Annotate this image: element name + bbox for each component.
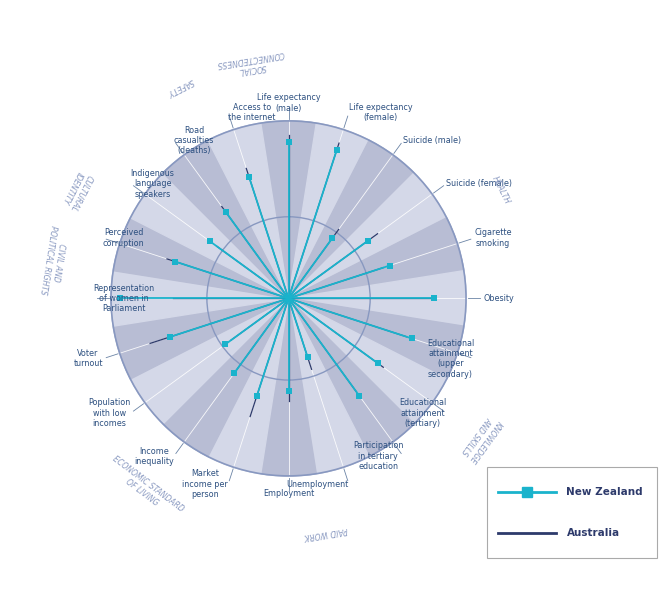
Wedge shape (163, 298, 289, 457)
Text: Suicide (male): Suicide (male) (403, 136, 462, 145)
Text: SOCIAL
CONNECTEDNESS: SOCIAL CONNECTEDNESS (216, 49, 287, 79)
Wedge shape (113, 218, 289, 298)
Text: Voter
turnout: Voter turnout (73, 349, 103, 368)
Text: Indigenous
language
speakers: Indigenous language speakers (131, 169, 174, 199)
Text: Employment: Employment (263, 489, 314, 498)
Text: Representation
of women in
Parliament: Representation of women in Parliament (93, 284, 154, 313)
Wedge shape (208, 298, 289, 474)
Wedge shape (289, 298, 464, 379)
Wedge shape (289, 298, 447, 424)
Wedge shape (289, 218, 464, 298)
Text: Access to
the internet: Access to the internet (228, 103, 276, 122)
Text: CIVIL AND
POLITICAL RIGHTS: CIVIL AND POLITICAL RIGHTS (38, 225, 68, 297)
Wedge shape (261, 121, 316, 298)
Text: Australia: Australia (566, 528, 619, 538)
Wedge shape (289, 123, 369, 298)
Text: Educational
attainment
(tertiary): Educational attainment (tertiary) (399, 398, 446, 428)
Wedge shape (113, 298, 289, 379)
Circle shape (111, 121, 466, 476)
Wedge shape (289, 173, 447, 298)
Wedge shape (289, 298, 414, 457)
Text: Income
inequality: Income inequality (134, 446, 174, 466)
FancyBboxPatch shape (486, 466, 657, 558)
Text: Cigarette
smoking: Cigarette smoking (474, 228, 512, 248)
Text: HEALTH: HEALTH (490, 175, 511, 206)
Text: Life expectancy
(male): Life expectancy (male) (257, 93, 320, 113)
Text: Perceived
corruption: Perceived corruption (103, 228, 144, 248)
Text: Educational
attainment
(upper
secondary): Educational attainment (upper secondary) (427, 339, 474, 379)
Text: Suicide (female): Suicide (female) (446, 179, 513, 188)
Text: Population
with low
incomes: Population with low incomes (89, 398, 131, 428)
Text: Obesity: Obesity (484, 294, 515, 303)
Text: KNOWLEDGE
AND SKILLS: KNOWLEDGE AND SKILLS (458, 412, 503, 464)
Wedge shape (111, 270, 289, 326)
Text: SAFETY: SAFETY (166, 76, 195, 97)
Wedge shape (261, 298, 316, 476)
Wedge shape (130, 298, 289, 424)
Wedge shape (289, 270, 466, 326)
Text: New Zealand: New Zealand (566, 487, 643, 497)
Text: Road
casualties
(deaths): Road casualties (deaths) (174, 125, 214, 155)
Wedge shape (130, 173, 289, 298)
Wedge shape (289, 298, 369, 474)
Wedge shape (163, 140, 289, 298)
Text: Unemployment: Unemployment (287, 480, 349, 488)
Text: CULTURAL
IDENTITY: CULTURAL IDENTITY (59, 168, 95, 213)
Text: ECONOMIC STANDARD
OF LIVING: ECONOMIC STANDARD OF LIVING (105, 454, 186, 522)
Text: Market
income per
person: Market income per person (183, 469, 228, 499)
Text: PAID WORK: PAID WORK (303, 526, 348, 541)
Wedge shape (289, 140, 414, 298)
Text: Participation
in tertiary
education: Participation in tertiary education (353, 442, 403, 471)
Text: Life expectancy
(female): Life expectancy (female) (349, 103, 413, 122)
Wedge shape (208, 123, 289, 298)
